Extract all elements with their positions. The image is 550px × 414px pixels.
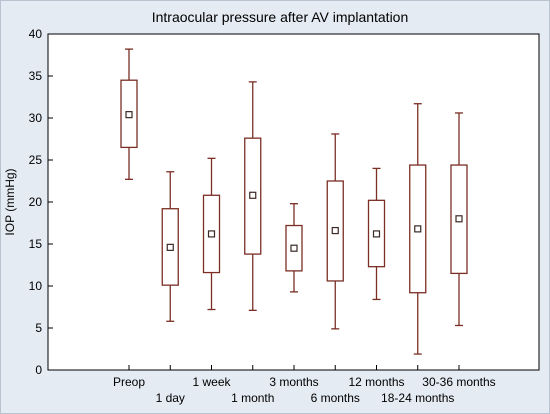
y-tick-label: 30 <box>29 111 43 125</box>
box-group <box>450 112 468 327</box>
x-tick-label: 1 week <box>192 375 231 389</box>
x-tick-label: 18-24 months <box>381 391 454 405</box>
median-marker <box>166 243 174 251</box>
y-tick-label: 0 <box>35 363 42 377</box>
median-marker <box>125 111 133 119</box>
x-tick-label: 1 day <box>156 391 185 405</box>
median-marker <box>290 244 298 252</box>
y-tick-label: 25 <box>29 153 43 167</box>
median-marker <box>249 191 257 199</box>
box-group <box>161 171 179 322</box>
x-tick-label: 1 month <box>231 391 274 405</box>
x-tick-label: 30-36 months <box>422 375 495 389</box>
box-group <box>202 157 221 311</box>
y-axis-ticks: 0 5 10 15 20 25 30 35 40 <box>29 27 53 377</box>
box-group <box>326 133 344 330</box>
x-tick-label: 6 months <box>311 391 360 405</box>
median-marker <box>372 230 381 238</box>
box-group <box>244 81 262 312</box>
median-marker <box>207 230 216 238</box>
x-tick-label: 12 months <box>348 375 404 389</box>
box-group <box>120 48 138 180</box>
y-axis-label: IOP (mmHg) <box>3 168 17 235</box>
y-tick-label: 40 <box>29 27 43 41</box>
box-group <box>409 103 427 355</box>
y-tick-label: 35 <box>29 69 43 83</box>
median-marker <box>331 226 339 235</box>
box-group <box>285 203 303 293</box>
chart-title: Intraocular pressure after AV implantati… <box>152 9 409 25</box>
median-marker <box>414 225 422 233</box>
median-marker <box>455 215 463 223</box>
y-tick-label: 5 <box>35 321 42 335</box>
y-tick-label: 15 <box>29 237 43 251</box>
box-group <box>367 167 386 301</box>
box-series <box>120 48 468 355</box>
x-tick-label: 3 months <box>269 375 318 389</box>
y-tick-label: 10 <box>29 279 43 293</box>
x-tick-label: Preop <box>113 375 145 389</box>
y-tick-label: 20 <box>29 195 43 209</box>
